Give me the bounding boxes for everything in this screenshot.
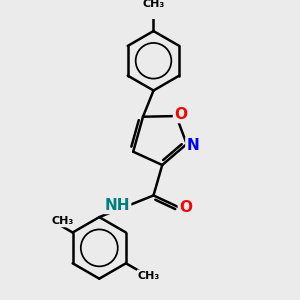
Text: CH₃: CH₃ [138, 271, 160, 281]
Text: N: N [187, 138, 200, 153]
Text: O: O [179, 200, 192, 215]
Text: CH₃: CH₃ [142, 0, 165, 9]
Text: O: O [174, 107, 187, 122]
Text: NH: NH [104, 198, 130, 213]
Text: CH₃: CH₃ [51, 216, 74, 226]
